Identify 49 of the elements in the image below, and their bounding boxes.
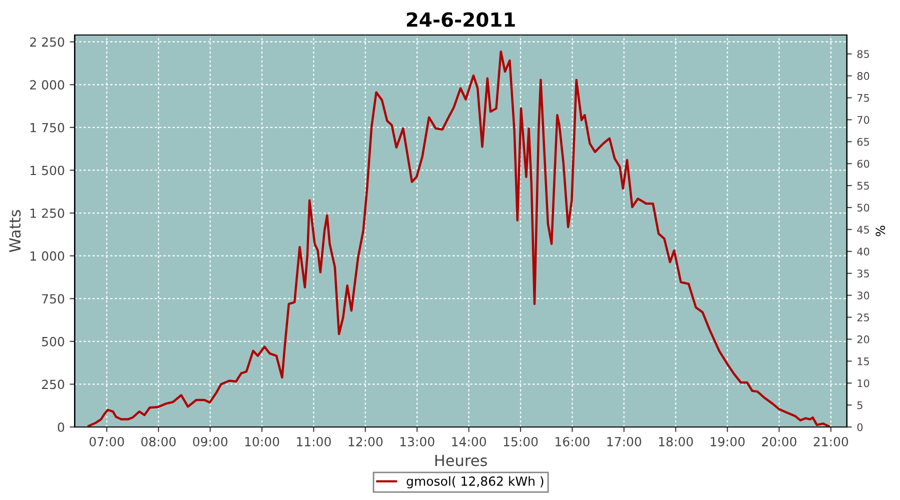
y-tick-label: 500 bbox=[42, 336, 64, 346]
y2-tick-label: 60 bbox=[857, 160, 870, 168]
y-axis-title: Watts bbox=[9, 210, 21, 252]
line-series bbox=[88, 50, 830, 427]
x-tick-label: 15:00 bbox=[504, 436, 538, 446]
x-tick-label: 08:00 bbox=[141, 436, 176, 446]
x-axis-title: Heures bbox=[435, 454, 487, 466]
y-tick-label: 2 250 bbox=[30, 37, 64, 47]
y2-tick-label: 0 bbox=[857, 423, 863, 432]
x-tick-label: 21:00 bbox=[814, 436, 848, 446]
y2-axis-title: % bbox=[876, 226, 886, 236]
y-tick-label: 2 000 bbox=[30, 80, 64, 90]
y2-tick-label: 5 bbox=[857, 401, 862, 410]
y2-tick-label: 75 bbox=[857, 94, 869, 102]
y2-tick-label: 30 bbox=[857, 292, 870, 300]
x-tick-label: 18:00 bbox=[659, 436, 693, 446]
x-tick-label: 09:00 bbox=[193, 436, 228, 446]
y-tick-label: 0 bbox=[58, 422, 64, 432]
y2-tick-label: 20 bbox=[857, 335, 870, 344]
x-tick-label: 13:00 bbox=[400, 436, 434, 446]
y2-tick-label: 35 bbox=[857, 270, 869, 278]
x-tick-label: 19:00 bbox=[710, 436, 745, 446]
x-tick-label: 10:00 bbox=[245, 436, 280, 446]
y2-tick-label: 25 bbox=[857, 313, 869, 322]
y-tick-label: 1 250 bbox=[30, 208, 64, 218]
y2-tick-label: 15 bbox=[858, 358, 869, 366]
x-tick-label: 12:00 bbox=[348, 436, 383, 446]
y-tick-label: 250 bbox=[42, 380, 64, 390]
y2-tick-label: 80 bbox=[857, 72, 870, 80]
y2-tick-label: 70 bbox=[857, 116, 870, 124]
y2-tick-label: 45 bbox=[857, 226, 869, 234]
y-tick-label: 1 750 bbox=[30, 122, 64, 132]
y2-tick-label: 85 bbox=[857, 50, 869, 58]
y-tick-label: 750 bbox=[42, 294, 64, 304]
x-tick-label: 20:00 bbox=[762, 436, 796, 446]
y2-tick-label: 50 bbox=[857, 204, 870, 212]
y2-tick-label: 65 bbox=[857, 138, 869, 146]
chart-title: 24-6-2011 bbox=[406, 12, 515, 27]
x-tick-label: 16:00 bbox=[556, 436, 590, 446]
y2-tick-label: 10 bbox=[858, 379, 870, 388]
y-tick-label: 1 500 bbox=[30, 166, 64, 176]
x-tick-label: 11:00 bbox=[297, 436, 331, 446]
x-tick-label: 14:00 bbox=[452, 436, 486, 446]
legend-label: gmosol( 12,862 kWh ) bbox=[406, 476, 544, 488]
x-tick-label: 17:00 bbox=[607, 436, 642, 446]
y-tick-label: 1 000 bbox=[30, 251, 64, 261]
y2-tick-label: 40 bbox=[857, 248, 870, 256]
y2-tick-label: 55 bbox=[857, 182, 869, 190]
x-tick-label: 07:00 bbox=[90, 436, 124, 446]
